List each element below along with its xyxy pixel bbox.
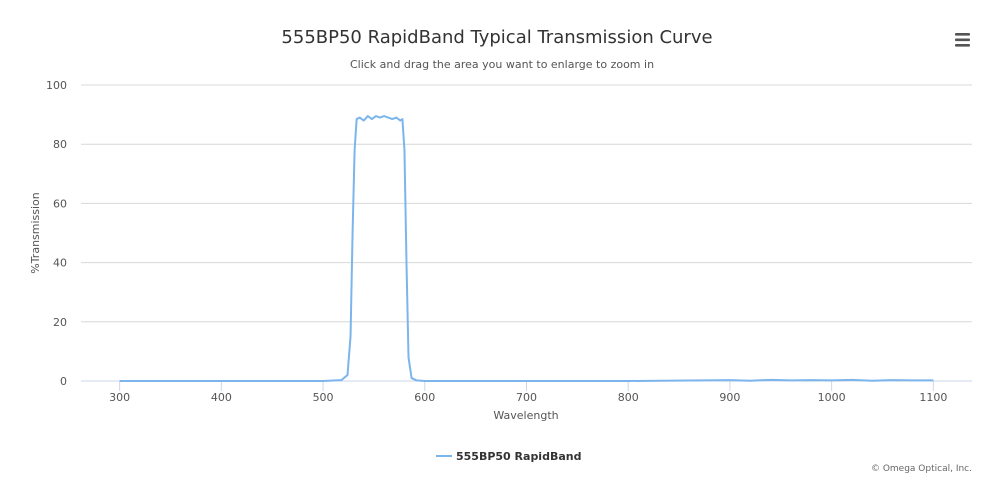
x-tick-label: 400 xyxy=(211,391,232,404)
x-tick-label: 500 xyxy=(313,391,334,404)
legend-item-555bp50-rapidband[interactable]: 555BP50 RapidBand xyxy=(456,450,581,463)
y-tick-label: 0 xyxy=(60,375,67,388)
y-tick-label: 20 xyxy=(53,316,67,329)
x-tick-label: 300 xyxy=(109,391,130,404)
x-tick-label: 900 xyxy=(719,391,740,404)
x-tick-label: 1000 xyxy=(818,391,846,404)
hamburger-menu-icon xyxy=(955,33,970,47)
chart-subtitle: Click and drag the area you want to enla… xyxy=(350,58,654,71)
y-axis-ticks: 0 20 40 60 80 100 xyxy=(46,79,67,388)
chart-title: 555BP50 RapidBand Typical Transmission C… xyxy=(281,27,712,48)
y-tick-label: 60 xyxy=(53,197,67,210)
x-tick-label: 700 xyxy=(516,391,537,404)
series-line-0[interactable] xyxy=(119,115,934,382)
y-tick-label: 80 xyxy=(53,138,67,151)
credits[interactable]: © Omega Optical, Inc. xyxy=(871,464,972,474)
y-tick-label: 40 xyxy=(53,257,67,270)
legend[interactable]: 555BP50 RapidBand xyxy=(436,450,581,463)
x-axis-ticks: 300 400 500 600 700 800 900 1000 1100 xyxy=(109,381,947,404)
y-tick-label: 100 xyxy=(46,79,67,92)
x-axis-title: Wavelength xyxy=(493,409,558,422)
x-tick-label: 1100 xyxy=(919,391,947,404)
grid-lines xyxy=(81,84,972,323)
x-tick-label: 800 xyxy=(618,391,639,404)
x-tick-label: 600 xyxy=(414,391,435,404)
series-group xyxy=(119,115,934,382)
context-menu-button[interactable] xyxy=(950,28,974,50)
y-axis-title: %Transmission xyxy=(29,192,42,274)
